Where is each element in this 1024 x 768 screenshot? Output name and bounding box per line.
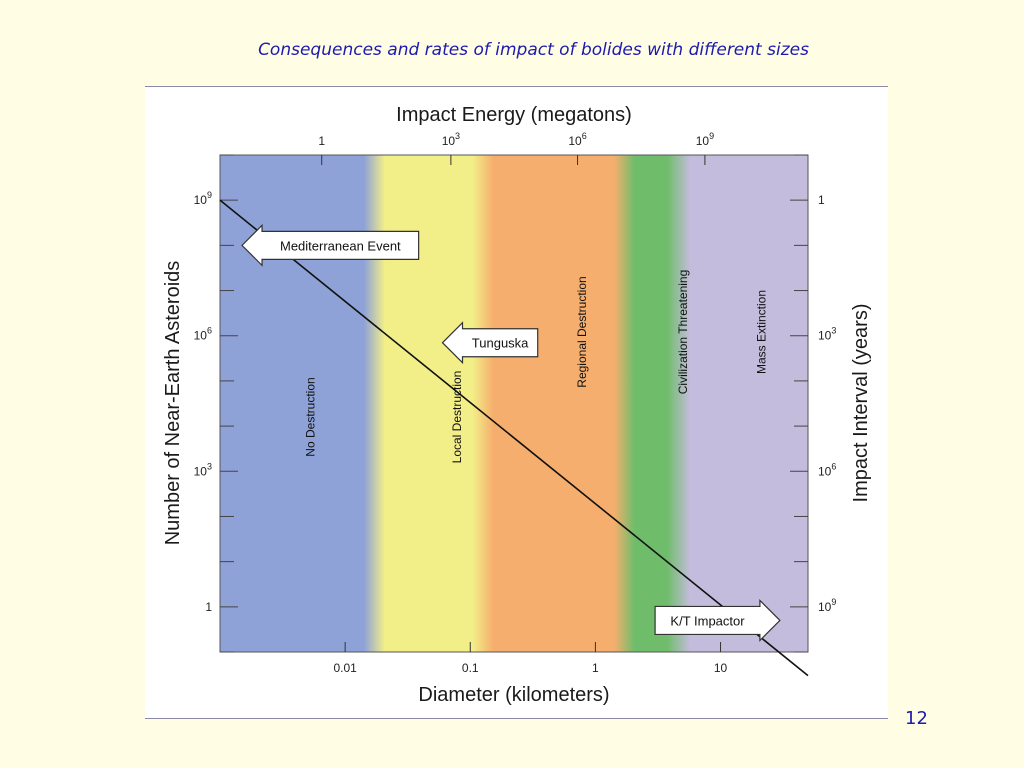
annotation-2: K/T Impactor [654, 598, 781, 642]
top-tick-label-0: 1 [318, 134, 325, 148]
y-tick-label-0: 1 [205, 600, 212, 614]
top-tick-label-3-base: 10 [696, 134, 710, 148]
right-tick-label-0: 1 [818, 193, 825, 207]
impact-chart: No Destruction Local Destruction Regional … [145, 87, 888, 718]
x-tick-label-3: 10 [714, 661, 728, 675]
series-line-0 [219, 199, 809, 677]
x-tick-label-3-base: 10 [714, 661, 728, 675]
annotation-arrow-0 [241, 223, 420, 267]
right-tick-label-2-exp: 6 [831, 461, 836, 471]
figure-top-rule [145, 86, 888, 87]
top-tick-label-2-base: 10 [568, 134, 582, 148]
y-tick-label-1-exp: 3 [207, 461, 212, 471]
y-tick-label-0-base: 1 [205, 600, 212, 614]
top-tick-label-3: 109 [696, 131, 714, 148]
right-tick-label-1: 103 [818, 326, 836, 343]
band-label-3: Civilization Threatening [676, 270, 690, 395]
x-tick-label-0: 0.01 [333, 661, 357, 675]
annotation-arrow-2 [654, 598, 781, 642]
y-tick-label-3-exp: 9 [207, 190, 212, 200]
right-tick-label-3: 109 [818, 597, 836, 614]
top-tick-label-1-base: 10 [442, 134, 456, 148]
x-tick-label-0-base: 0.01 [333, 661, 357, 675]
annotation-1: Tunguska [441, 321, 539, 365]
x-tick-label-1-base: 0.1 [462, 661, 479, 675]
band-label-1: Local Destruction [450, 371, 464, 464]
y-tick-label-1-base: 10 [194, 464, 208, 478]
right-axis-title: Impact Interval (years) [850, 304, 872, 503]
band-label-4: Mass Extinction [754, 290, 768, 374]
right-tick-label-1-exp: 3 [831, 326, 836, 336]
figure-bottom-rule [145, 718, 888, 719]
top-tick-label-1-exp: 3 [455, 131, 460, 141]
right-tick-label-2-base: 10 [818, 464, 832, 478]
annotation-0: Mediterranean Event [241, 223, 420, 267]
band-label-0: No Destruction [304, 377, 318, 456]
top-tick-label-0-base: 1 [318, 134, 325, 148]
annotation-label-2: K/T Impactor [670, 613, 745, 628]
annotation-arrow-1 [441, 321, 539, 365]
band-label-2: Regional Destruction [575, 276, 589, 387]
top-axis-title: Impact Energy (megatons) [396, 104, 632, 126]
x-tick-label-2-base: 1 [592, 661, 599, 675]
y-axis-title: Number of Near-Earth Asteroids [162, 261, 184, 546]
right-tick-label-2: 106 [818, 461, 836, 478]
right-tick-label-1-base: 10 [818, 329, 832, 343]
x-tick-label-2: 1 [592, 661, 599, 675]
x-tick-label-1: 0.1 [462, 661, 479, 675]
series-layer [219, 199, 809, 677]
slide-number: 12 [905, 708, 928, 729]
top-tick-label-1: 103 [442, 131, 460, 148]
x-axis-title: Diameter (kilometers) [418, 684, 609, 706]
top-tick-label-2: 106 [568, 131, 586, 148]
right-tick-label-3-base: 10 [818, 600, 832, 614]
y-tick-label-2-base: 10 [194, 329, 208, 343]
annotations-layer: Mediterranean Event Tunguska K/T Impactor [241, 223, 781, 642]
y-tick-label-2-exp: 6 [207, 326, 212, 336]
annotation-label-1: Tunguska [472, 336, 529, 351]
slide-title: Consequences and rates of impact of boli… [258, 40, 809, 60]
y-tick-label-2: 106 [194, 326, 212, 343]
right-tick-label-0-base: 1 [818, 193, 825, 207]
annotation-label-0: Mediterranean Event [280, 238, 401, 253]
right-tick-label-3-exp: 9 [831, 597, 836, 607]
y-tick-label-3-base: 10 [194, 193, 208, 207]
y-tick-label-1: 103 [194, 461, 212, 478]
top-tick-label-3-exp: 9 [709, 131, 714, 141]
top-tick-label-2-exp: 6 [582, 131, 587, 141]
y-tick-label-3: 109 [194, 190, 212, 207]
